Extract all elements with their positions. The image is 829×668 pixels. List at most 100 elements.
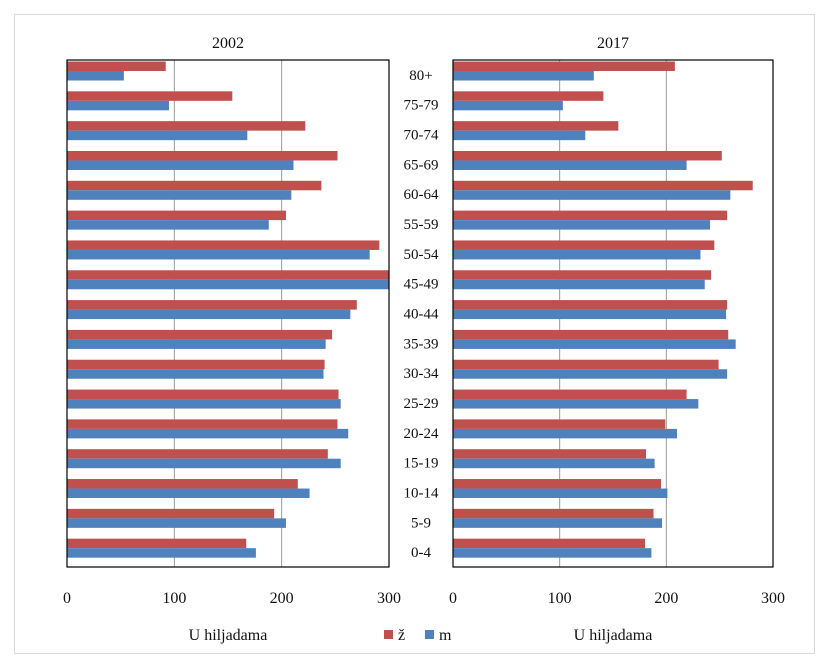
panel-2002-bar-m-25-29 xyxy=(67,399,341,409)
category-label-35-39: 35-39 xyxy=(404,336,439,352)
panel-2002-xaxis-label: U hiljadama xyxy=(189,627,268,644)
panel-2017-bar-m-55-59 xyxy=(453,220,711,230)
panel-2017-bar-z-5-9 xyxy=(453,508,654,519)
panel-2002-bar-m-80+ xyxy=(67,71,124,81)
category-label-60-64: 60-64 xyxy=(404,187,439,203)
category-label-55-59: 55-59 xyxy=(404,217,439,233)
panel-2017-bar-m-15-19 xyxy=(453,458,655,469)
panel-2002-bar-m-50-54 xyxy=(67,249,370,260)
panel-2002-bar-z-60-64 xyxy=(67,180,322,191)
panel-2017-bar-m-0-4 xyxy=(453,548,652,558)
panel-2002-xtick-label-200: 200 xyxy=(270,590,294,607)
panel-2017-bar-z-65-69 xyxy=(453,150,722,161)
legend-label-m: m xyxy=(439,627,452,644)
panel-2017-bar-z-30-34 xyxy=(453,359,719,370)
category-label-65-69: 65-69 xyxy=(404,157,439,173)
panel-2017-xtick-label-200: 200 xyxy=(654,590,678,607)
panel-2017-bar-z-45-49 xyxy=(453,270,712,280)
panel-2002-bar-m-55-59 xyxy=(67,220,269,230)
panel-2002-bar-z-70-74 xyxy=(67,121,306,131)
panel-2002-bar-z-30-34 xyxy=(67,359,325,370)
figure-frame xyxy=(14,14,815,654)
panel-2002-bar-z-40-44 xyxy=(67,300,357,310)
panel-2017-bar-z-25-29 xyxy=(453,389,687,400)
panel-2002-bar-z-10-14 xyxy=(67,479,298,489)
panel-2002-bar-m-10-14 xyxy=(67,488,310,499)
panel-2017-xtick-label-300: 300 xyxy=(761,590,785,607)
category-label-5-9: 5-9 xyxy=(411,515,431,531)
panel-2002-bar-z-45-49 xyxy=(67,270,389,280)
category-label-15-19: 15-19 xyxy=(404,456,439,472)
category-label-30-34: 30-34 xyxy=(404,366,439,382)
panel-2002-bar-m-45-49 xyxy=(67,279,389,290)
category-label-45-49: 45-49 xyxy=(404,277,439,293)
panel-2017-xaxis-label: U hiljadama xyxy=(574,627,653,644)
panel-2002-bar-z-50-54 xyxy=(67,240,380,250)
panel-2002-title: 2002 xyxy=(212,35,244,52)
panel-2017-bar-z-70-74 xyxy=(453,121,619,131)
panel-2002-bar-z-5-9 xyxy=(67,508,275,519)
panel-2017-bar-m-75-79 xyxy=(453,100,563,111)
panel-2017-bar-m-50-54 xyxy=(453,249,701,260)
legend-swatch-z xyxy=(384,630,393,639)
category-label-40-44: 40-44 xyxy=(404,307,439,323)
panel-2002-bar-m-15-19 xyxy=(67,458,341,469)
panel-2002-bar-m-70-74 xyxy=(67,130,248,141)
panel-2017-bar-m-45-49 xyxy=(453,279,705,290)
panel-2017-bar-m-5-9 xyxy=(453,518,663,528)
panel-2017-bar-m-70-74 xyxy=(453,130,586,141)
panel-2017-bar-m-35-39 xyxy=(453,339,736,349)
panel-2017-bar-m-25-29 xyxy=(453,399,699,409)
panel-2017-title: 2017 xyxy=(597,35,629,52)
panel-2002-xtick-label-0: 0 xyxy=(63,590,71,607)
panel-2002-xtick-label-300: 300 xyxy=(377,590,401,607)
category-label-25-29: 25-29 xyxy=(404,396,439,412)
panel-2017-xtick-label-100: 100 xyxy=(548,590,572,607)
panel-2017-bar-z-40-44 xyxy=(453,300,728,310)
panel-2002-bar-z-65-69 xyxy=(67,150,338,161)
panel-2017-bar-z-0-4 xyxy=(453,538,645,549)
panel-2002-bar-z-55-59 xyxy=(67,210,286,221)
category-label-70-74: 70-74 xyxy=(404,128,439,144)
panel-2002-bar-m-60-64 xyxy=(67,190,292,200)
panel-2017-bar-z-50-54 xyxy=(453,240,715,250)
legend-label-z: ž xyxy=(398,627,405,644)
category-label-0-4: 0-4 xyxy=(411,545,431,561)
panel-2002-bar-m-40-44 xyxy=(67,309,351,320)
panel-2017-bar-z-35-39 xyxy=(453,329,729,340)
panel-2002-bar-z-15-19 xyxy=(67,449,328,459)
legend-swatch-m xyxy=(425,630,434,639)
panel-2002-bar-m-75-79 xyxy=(67,100,169,111)
category-label-80+: 80+ xyxy=(409,68,432,84)
panel-2002-bar-z-35-39 xyxy=(67,329,333,340)
panel-2017-xtick-label-0: 0 xyxy=(449,590,457,607)
panel-2017-bar-z-60-64 xyxy=(453,180,753,191)
panel-2002-bar-m-0-4 xyxy=(67,548,256,558)
panel-2017-bar-m-20-24 xyxy=(453,428,677,439)
panel-2017-bar-m-65-69 xyxy=(453,160,687,170)
category-label-10-14: 10-14 xyxy=(404,485,439,501)
panel-2017-bar-m-30-34 xyxy=(453,369,728,379)
panel-2017-bar-z-10-14 xyxy=(453,479,661,489)
panel-2002-bar-z-80+ xyxy=(67,61,166,71)
panel-2017-bar-z-15-19 xyxy=(453,449,647,459)
panel-2002-bar-z-20-24 xyxy=(67,419,338,429)
panel-2002-bar-z-0-4 xyxy=(67,538,247,549)
panel-2002-plot-border xyxy=(66,59,390,568)
category-label-20-24: 20-24 xyxy=(404,426,439,442)
panel-2017-bar-m-10-14 xyxy=(453,488,668,499)
panel-2017-bar-m-40-44 xyxy=(453,309,727,320)
panel-2017-bar-z-55-59 xyxy=(453,210,728,221)
panel-2017-bar-m-60-64 xyxy=(453,190,731,200)
panel-2017-bar-z-20-24 xyxy=(453,419,666,429)
category-label-75-79: 75-79 xyxy=(404,98,439,114)
panel-2002-bar-z-75-79 xyxy=(67,91,233,101)
panel-2002-bar-m-20-24 xyxy=(67,428,349,439)
panel-2002-bar-m-65-69 xyxy=(67,160,294,170)
panel-2017-bar-z-80+ xyxy=(453,61,675,71)
panel-2002-bar-m-35-39 xyxy=(67,339,326,349)
category-label-50-54: 50-54 xyxy=(404,247,439,263)
panel-2002-bar-m-5-9 xyxy=(67,518,286,528)
